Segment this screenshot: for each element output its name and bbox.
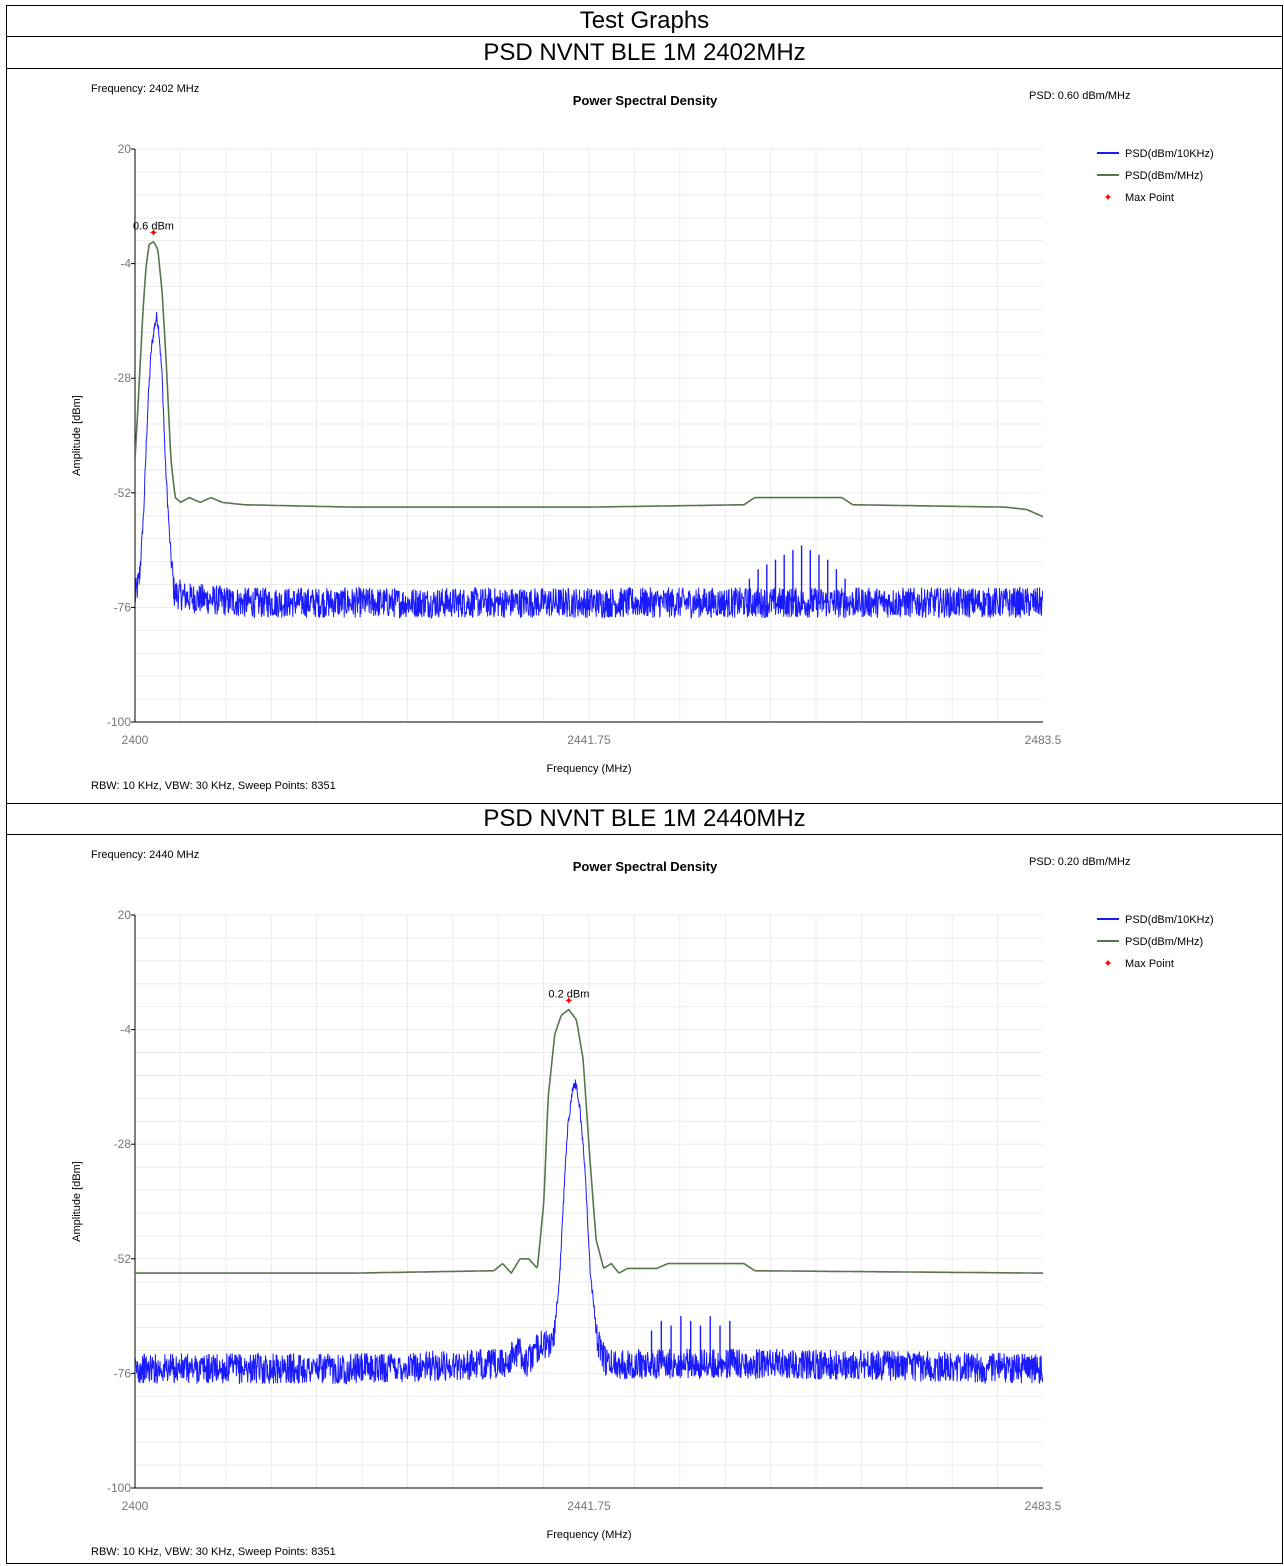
section-heading-1: PSD NVNT BLE 1M 2402MHz (7, 38, 1282, 69)
series-psd-10khz-line (135, 311, 1043, 620)
legend-label-psd-mhz: PSD(dBm/MHz) (1125, 170, 1203, 182)
max-point-label: 0.2 dBm (548, 989, 589, 1001)
report-sheet: Test Graphs PSD NVNT BLE 1M 2402MHz Freq… (6, 5, 1283, 1564)
y-tick-label: -76 (114, 600, 132, 614)
y-axis-label: Amplitude [dBm] (71, 395, 83, 476)
psd-chart-2440: Frequency: 2440 MHz Power Spectral Densit… (71, 849, 1214, 1558)
y-tick-label: -4 (120, 1023, 131, 1037)
chart-title: Power Spectral Density (573, 859, 718, 874)
series-psd-mhz-line (135, 240, 1043, 518)
x-axis-label: Frequency (MHz) (547, 763, 632, 775)
chart-panel-2: Frequency: 2440 MHz Power Spectral Densit… (7, 836, 1282, 1563)
legend-label-max-point: Max Point (1125, 192, 1174, 204)
series-psd-mhz-line (135, 1008, 1043, 1275)
legend-swatch-max-point: ✦ (1103, 958, 1112, 970)
frequency-label: Frequency: 2440 MHz (91, 849, 199, 861)
series-psd-10khz-line (135, 1079, 1043, 1385)
y-tick-label: -28 (114, 371, 132, 385)
psd-label: PSD: 0.20 dBm/MHz (1029, 856, 1130, 868)
legend: PSD(dBm/10KHz) PSD(dBm/MHz) ✦ Max Point (1097, 148, 1214, 204)
y-tick-label: -28 (114, 1137, 132, 1151)
x-tick-label: 2441.75 (567, 733, 611, 747)
psd-chart-2402: Frequency: 2402 MHz Power Spectral Densit… (71, 83, 1214, 792)
y-tick-label: -52 (114, 1252, 132, 1266)
chart-title: Power Spectral Density (573, 93, 718, 108)
max-point-marker: ✦ (564, 996, 573, 1008)
legend: PSD(dBm/10KHz) PSD(dBm/MHz) ✦ Max Point (1097, 914, 1214, 970)
y-tick-label: -100 (107, 715, 131, 729)
max-point-marker: ✦ (149, 228, 158, 240)
spur-group (650, 1316, 731, 1369)
frequency-label: Frequency: 2402 MHz (91, 83, 199, 95)
grid (135, 148, 1043, 722)
spur-group (748, 545, 846, 603)
x-axis-label: Frequency (MHz) (547, 1529, 632, 1541)
psd-label: PSD: 0.60 dBm/MHz (1029, 90, 1130, 102)
chart-panel-1: Frequency: 2402 MHz Power Spectral Densit… (7, 70, 1282, 803)
x-tick-label: 2400 (122, 1499, 149, 1513)
legend-label-psd-10khz: PSD(dBm/10KHz) (1125, 148, 1214, 160)
grid (135, 914, 1043, 1488)
max-point-label: 0.6 dBm (133, 221, 174, 233)
y-tick-label: 20 (118, 908, 132, 922)
chart-footer: RBW: 10 KHz, VBW: 30 KHz, Sweep Points: … (91, 780, 336, 792)
legend-label-psd-10khz: PSD(dBm/10KHz) (1125, 914, 1214, 926)
y-tick-label: -76 (114, 1366, 132, 1380)
page-title: Test Graphs (7, 6, 1282, 37)
y-axis-label: Amplitude [dBm] (71, 1161, 83, 1242)
x-tick-label: 2483.5 (1025, 733, 1062, 747)
y-tick-label: -4 (120, 257, 131, 271)
x-tick-label: 2483.5 (1025, 1499, 1062, 1513)
chart-footer: RBW: 10 KHz, VBW: 30 KHz, Sweep Points: … (91, 1546, 336, 1558)
y-tick-label: -100 (107, 1481, 131, 1495)
x-tick-label: 2441.75 (567, 1499, 611, 1513)
legend-label-max-point: Max Point (1125, 958, 1174, 970)
x-tick-label: 2400 (122, 733, 149, 747)
legend-swatch-max-point: ✦ (1103, 192, 1112, 204)
y-tick-label: 20 (118, 142, 132, 156)
y-tick-label: -52 (114, 486, 132, 500)
section-heading-2: PSD NVNT BLE 1M 2440MHz (7, 803, 1282, 835)
legend-label-psd-mhz: PSD(dBm/MHz) (1125, 936, 1203, 948)
